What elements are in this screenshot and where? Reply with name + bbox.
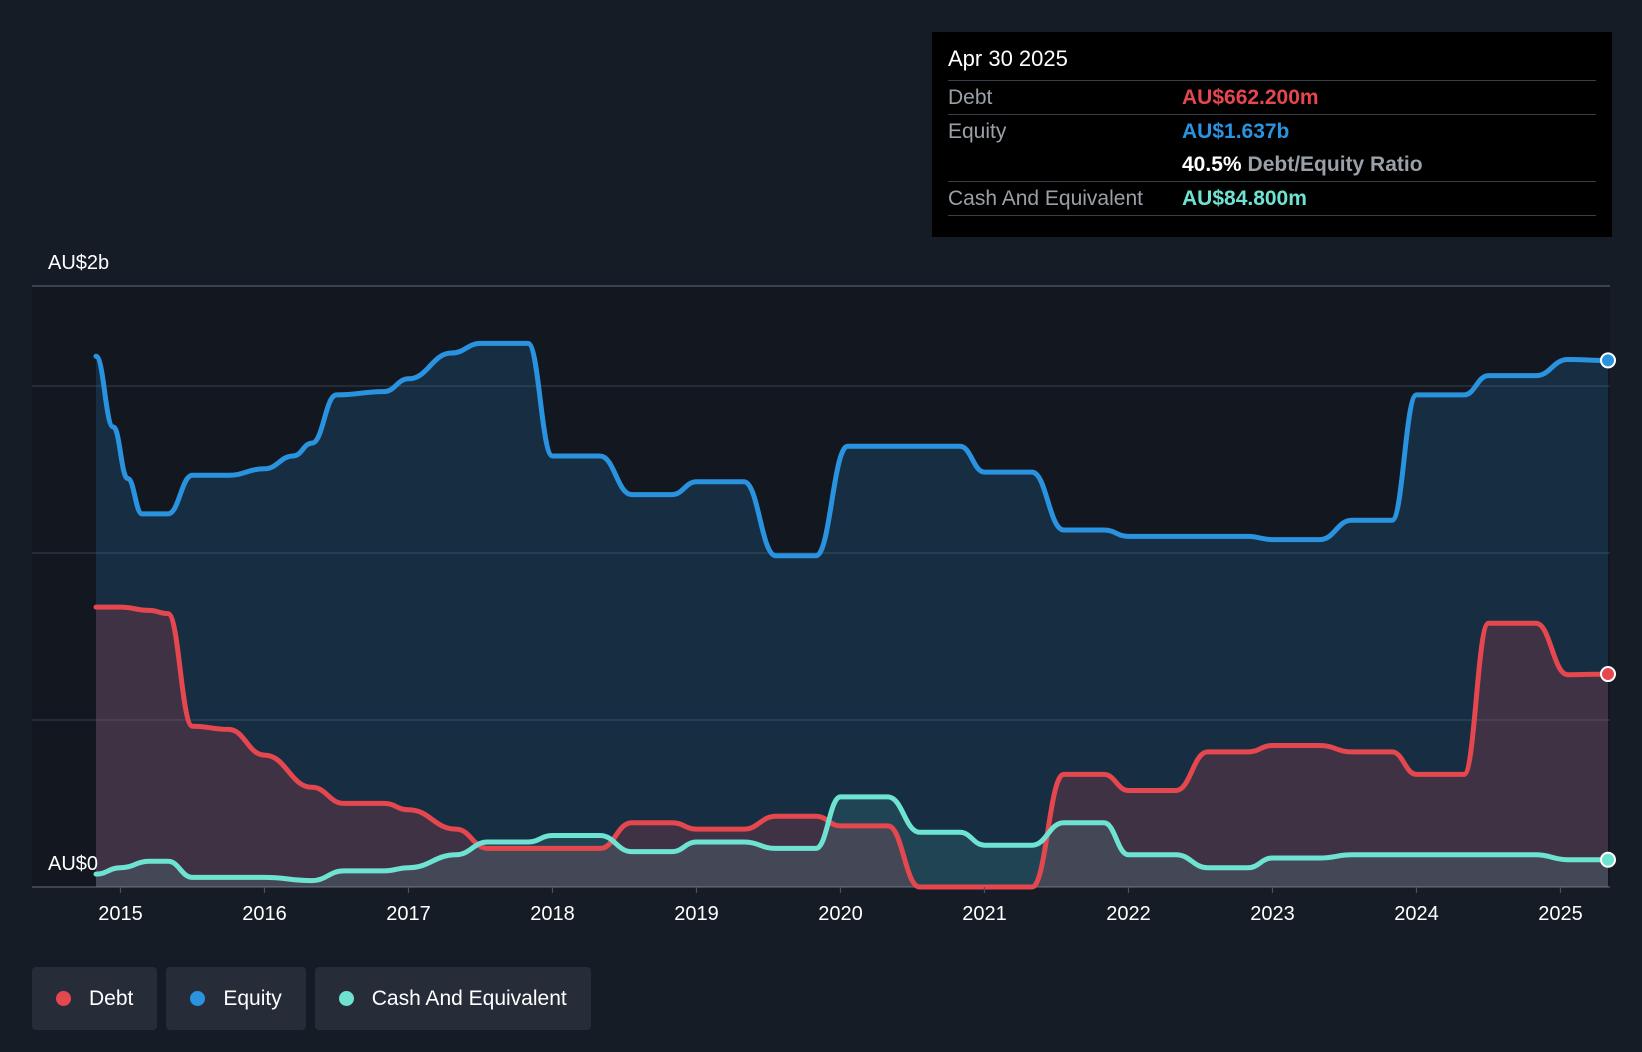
y-axis-top-label: AU$2b bbox=[48, 252, 109, 274]
tooltip-ratio-label: Debt/Equity Ratio bbox=[1247, 152, 1423, 176]
hover-tooltip: Apr 30 2025 Debt AU$662.200m Equity AU$1… bbox=[932, 32, 1612, 237]
debt-line bbox=[93, 604, 1611, 890]
tooltip-equity-row: Equity AU$1.637b bbox=[948, 115, 1596, 148]
cash-line bbox=[93, 794, 1611, 884]
tooltip-ratio-row: 40.5% Debt/Equity Ratio bbox=[948, 148, 1596, 182]
x-tick-label: 2015 bbox=[98, 903, 143, 925]
tooltip-debt-value: AU$662.200m bbox=[1182, 85, 1319, 109]
cash-end-marker bbox=[1600, 851, 1616, 868]
legend-item-cash[interactable]: Cash And Equivalent bbox=[314, 967, 591, 1030]
x-tick-label: 2018 bbox=[530, 903, 575, 925]
tooltip-cash-row: Cash And Equivalent AU$84.800m bbox=[948, 182, 1596, 216]
equity-end-marker bbox=[1600, 352, 1616, 369]
cash-area bbox=[96, 796, 1608, 887]
cash-dot-icon bbox=[338, 991, 354, 1006]
tooltip-cash-value: AU$84.800m bbox=[1182, 186, 1307, 210]
legend-cash-label: Cash And Equivalent bbox=[371, 986, 567, 1010]
x-tick-label: 2021 bbox=[962, 903, 1007, 925]
debt-area bbox=[96, 607, 1608, 887]
tooltip-debt-label: Debt bbox=[948, 85, 993, 109]
x-tick-label: 2016 bbox=[242, 903, 287, 925]
tooltip-ratio-value: 40.5% bbox=[1182, 152, 1242, 176]
tooltip-equity-label: Equity bbox=[948, 119, 1007, 143]
legend-equity-label: Equity bbox=[223, 986, 282, 1010]
tooltip-equity-value: AU$1.637b bbox=[1182, 119, 1290, 143]
x-tick-label: 2020 bbox=[818, 903, 863, 925]
x-tick-label: 2019 bbox=[674, 903, 719, 925]
y-axis-bottom-label: AU$0 bbox=[48, 853, 98, 875]
x-tick-label: 2023 bbox=[1250, 903, 1295, 925]
debt-end-marker bbox=[1600, 666, 1616, 683]
x-tick-label: 2017 bbox=[386, 903, 431, 925]
legend-item-equity[interactable]: Equity bbox=[166, 967, 306, 1030]
debt-dot-icon bbox=[56, 991, 71, 1006]
x-tick-label: 2025 bbox=[1538, 903, 1583, 925]
legend-item-debt[interactable]: Debt bbox=[32, 967, 158, 1030]
tooltip-debt-row: Debt AU$662.200m bbox=[948, 81, 1596, 115]
tooltip-date: Apr 30 2025 bbox=[948, 46, 1596, 81]
x-tick-label: 2024 bbox=[1394, 903, 1439, 925]
legend-debt-label: Debt bbox=[89, 986, 134, 1010]
tooltip-cash-label: Cash And Equivalent bbox=[948, 186, 1143, 210]
chart-legend: Debt Equity Cash And Equivalent bbox=[32, 967, 591, 1030]
equity-line bbox=[93, 340, 1611, 559]
x-tick-label: 2022 bbox=[1106, 903, 1151, 925]
equity-dot-icon bbox=[190, 991, 206, 1006]
